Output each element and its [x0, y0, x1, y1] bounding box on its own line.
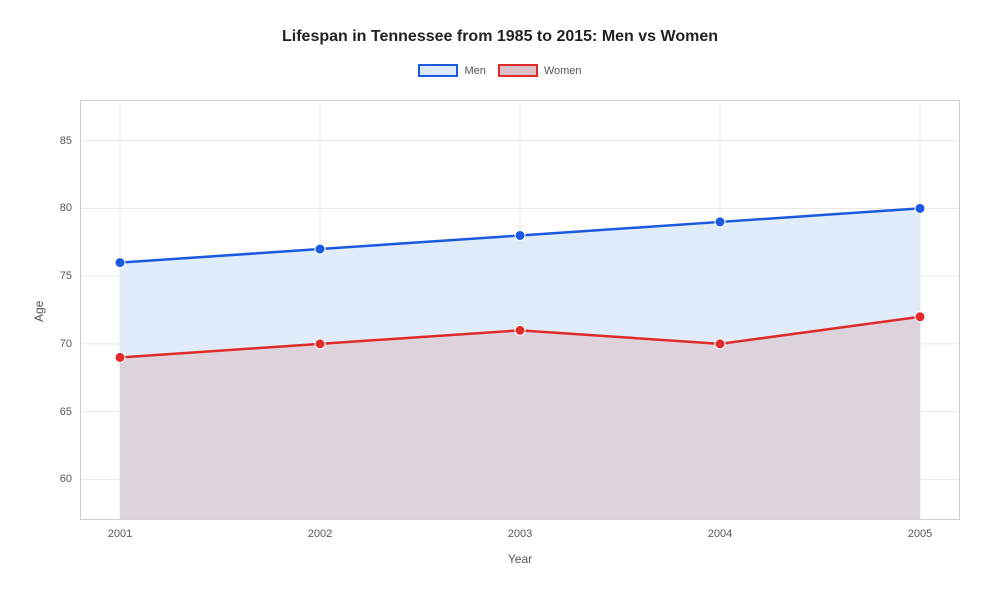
- chart-svg: [80, 100, 960, 520]
- y-tick-label: 80: [32, 202, 80, 214]
- legend-swatch-men: [418, 64, 458, 77]
- y-tick-label: 70: [32, 338, 80, 350]
- x-tick-label: 2004: [708, 520, 732, 540]
- legend-item-women: Women: [498, 64, 582, 77]
- chart-container: Lifespan in Tennessee from 1985 to 2015:…: [0, 0, 1000, 600]
- legend-item-men: Men: [418, 64, 485, 77]
- y-axis-label: Age: [32, 301, 46, 322]
- x-tick-label: 2003: [508, 520, 532, 540]
- x-tick-label: 2005: [908, 520, 932, 540]
- x-axis-label: Year: [80, 552, 960, 566]
- y-tick-label: 65: [32, 406, 80, 418]
- y-tick-label: 75: [32, 270, 80, 282]
- legend-label-men: Men: [464, 65, 485, 77]
- chart-title: Lifespan in Tennessee from 1985 to 2015:…: [0, 28, 1000, 46]
- plot-area: 60657075808520012002200320042005: [80, 100, 960, 520]
- x-tick-label: 2002: [308, 520, 332, 540]
- legend-swatch-women: [498, 64, 538, 77]
- x-tick-label: 2001: [108, 520, 132, 540]
- y-tick-label: 60: [32, 473, 80, 485]
- y-tick-label: 85: [32, 135, 80, 147]
- legend: Men Women: [0, 64, 1000, 77]
- legend-label-women: Women: [544, 65, 582, 77]
